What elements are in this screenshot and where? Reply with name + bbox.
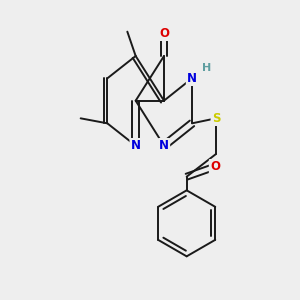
- Text: N: N: [187, 72, 197, 85]
- Text: O: O: [210, 160, 220, 173]
- Text: S: S: [212, 112, 220, 125]
- Text: N: N: [131, 139, 141, 152]
- Text: O: O: [159, 27, 169, 40]
- Text: H: H: [202, 63, 211, 73]
- Text: N: N: [159, 139, 169, 152]
